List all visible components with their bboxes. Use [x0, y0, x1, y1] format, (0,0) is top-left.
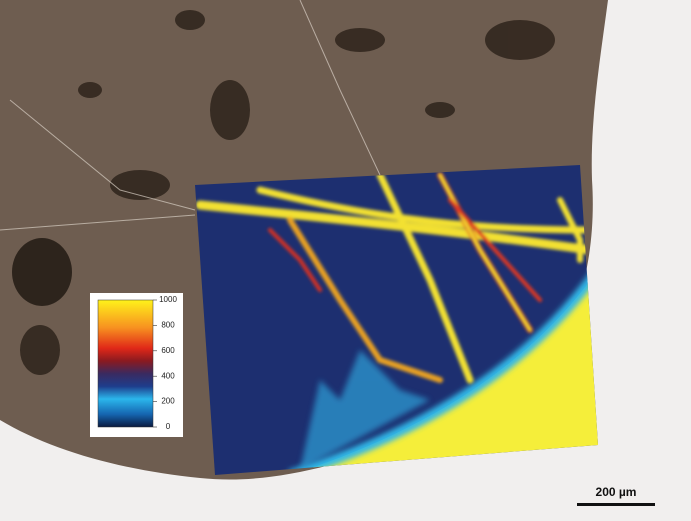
scale-bar-label: 200 µm [596, 485, 637, 499]
colorbar-tick-label: 200 [161, 397, 175, 406]
scale-bar-line [577, 503, 655, 506]
micrograph: 0 200 400 600 800 1000 200 µm [0, 0, 691, 521]
colorbar-gradient [98, 300, 153, 427]
colorbar-tick-label: 600 [161, 346, 175, 355]
map-overlay [190, 160, 610, 480]
colorbar-tick-label: 0 [166, 422, 171, 431]
colorbar: 0 200 400 600 800 1000 [90, 293, 183, 437]
colorbar-tick-label: 1000 [159, 295, 177, 304]
colorbar-tick-label: 400 [161, 371, 175, 380]
colorbar-tick-label: 800 [161, 321, 175, 330]
